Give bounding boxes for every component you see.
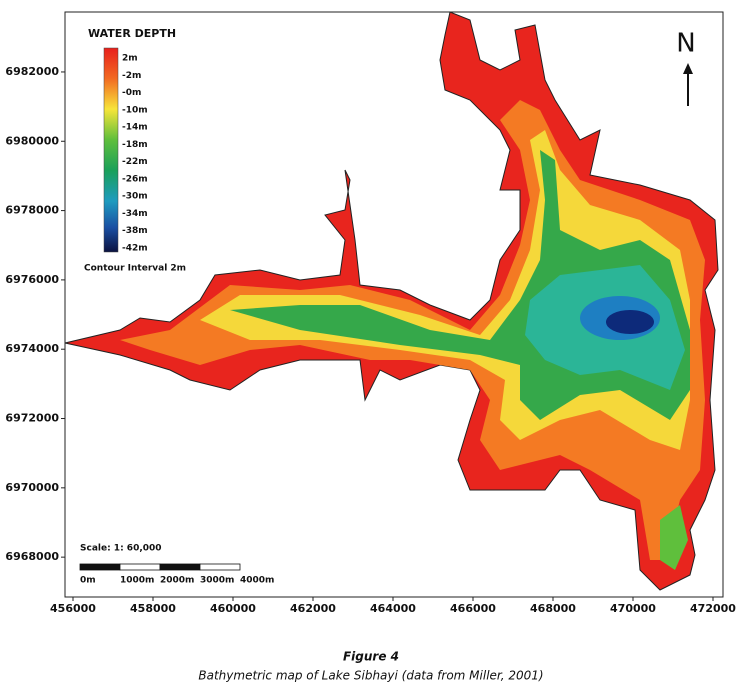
legend-label: -42m: [122, 244, 148, 254]
x-tick-label: 466000: [450, 602, 496, 615]
legend-label: -22m: [122, 157, 148, 167]
legend-label: 2m: [122, 54, 138, 64]
x-tick-label: 470000: [610, 602, 656, 615]
legend-labels: 2m -2m -0m -10m -14m -18m -22m -26m -30m -34m -38m…: [122, 54, 148, 254]
x-tick-label: 460000: [210, 602, 256, 615]
y-tick-label: 6982000: [5, 65, 59, 78]
scale-segment: [79, 563, 121, 571]
north-arrowhead: [683, 63, 693, 74]
legend-label: -18m: [122, 140, 148, 150]
y-tick-label: 6978000: [5, 204, 59, 217]
legend-colorbar: [103, 47, 119, 253]
lake-south-arm: [660, 505, 688, 570]
legend-title: WATER DEPTH: [88, 27, 176, 40]
axes: 456000 458000 460000 462000 464000 466000 4680…: [5, 65, 736, 615]
scale-label: 0m: [80, 576, 96, 586]
caption-text: Bathymetric map of Lake Sibhayi (data fr…: [198, 669, 543, 683]
x-tick-label: 458000: [130, 602, 176, 615]
caption-title: Figure 4: [343, 650, 399, 664]
y-tick-label: 6974000: [5, 342, 59, 355]
scale-text: Scale: 1: 60,000: [80, 544, 162, 554]
x-tick-label: 456000: [50, 602, 96, 615]
legend-label: -0m: [122, 88, 141, 98]
legend-label: -38m: [122, 226, 148, 236]
legend-label: -30m: [122, 192, 148, 202]
legend-label: -26m: [122, 174, 148, 184]
y-tick-label: 6970000: [5, 481, 59, 494]
x-tick-label: 468000: [530, 602, 576, 615]
legend-label: -34m: [122, 209, 148, 219]
legend-label: -2m: [122, 71, 141, 81]
lake-deep: [606, 310, 654, 334]
scale-segment: [199, 563, 241, 571]
y-tick-label: 6968000: [5, 550, 59, 563]
lake: [64, 11, 719, 591]
y-tick-label: 6976000: [5, 273, 59, 286]
scale-segment: [119, 563, 161, 571]
y-tick-label: 6980000: [5, 134, 59, 147]
y-tick-label: 6972000: [5, 412, 59, 425]
x-tick-label: 464000: [370, 602, 416, 615]
x-tick-label: 472000: [690, 602, 736, 615]
legend-label: -14m: [122, 123, 148, 133]
scale-label: 3000m: [200, 576, 234, 586]
scale-label: 1000m: [120, 576, 154, 586]
scale-segment: [159, 563, 201, 571]
legend-label: -10m: [122, 105, 148, 115]
scale-bar: 0m 1000m 2000m 3000m 4000m: [79, 563, 274, 586]
scale-label: 2000m: [160, 576, 194, 586]
north-label: N: [676, 29, 695, 59]
contour-interval: Contour Interval 2m: [84, 264, 186, 274]
x-tick-label: 462000: [290, 602, 336, 615]
scale-label: 4000m: [240, 576, 274, 586]
